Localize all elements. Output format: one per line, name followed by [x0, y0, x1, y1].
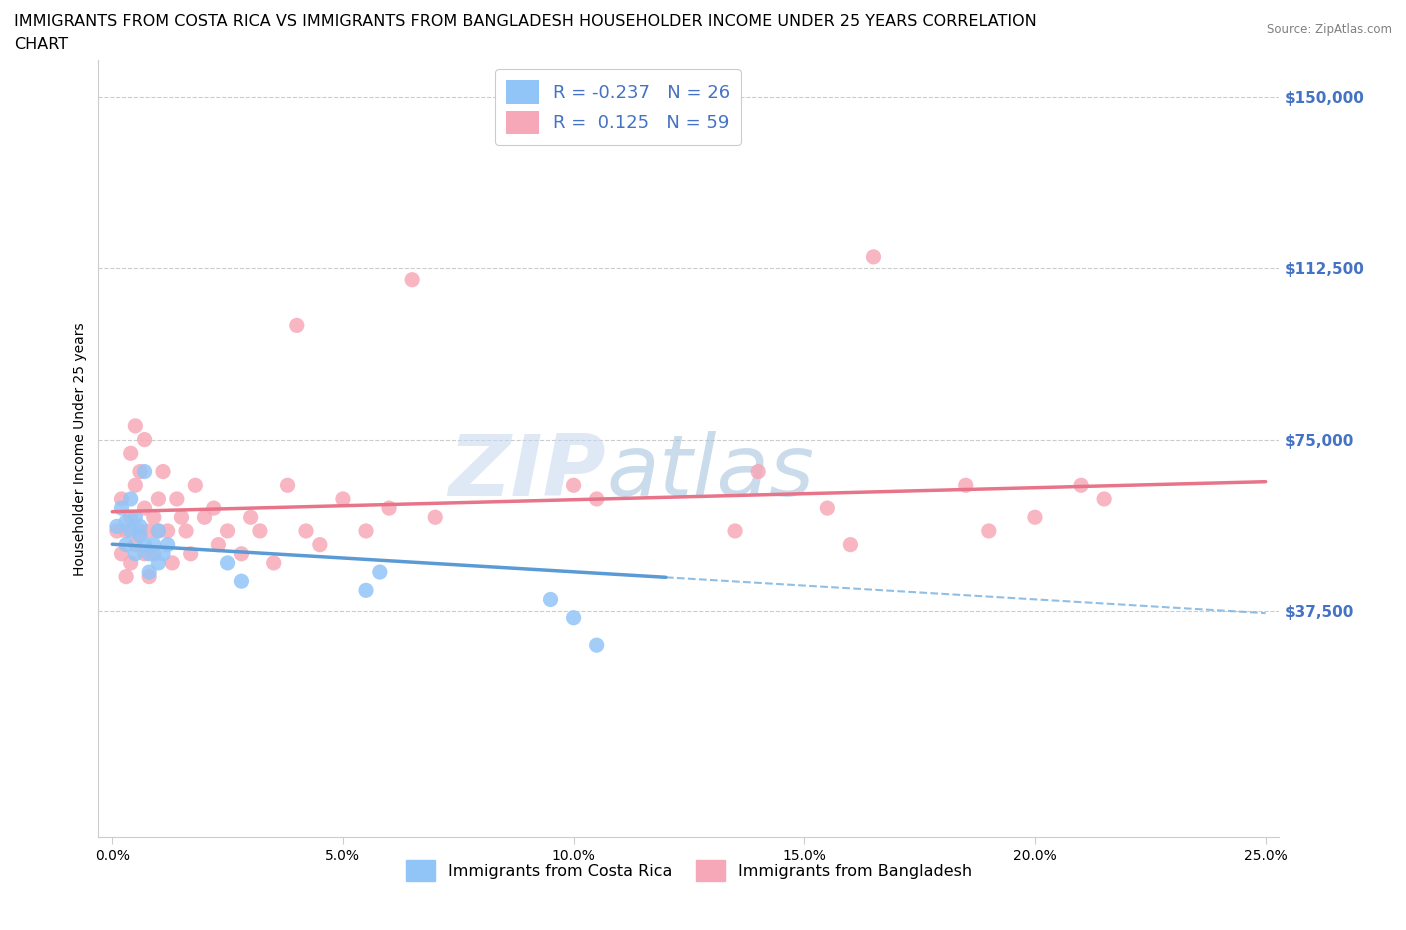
- Point: [134, 432, 156, 447]
- Point: [202, 500, 225, 515]
- Point: [174, 524, 197, 538]
- Point: [217, 555, 239, 570]
- Point: [207, 538, 229, 552]
- Point: [1070, 478, 1092, 493]
- Point: [148, 555, 170, 570]
- Point: [105, 519, 128, 534]
- Point: [152, 546, 174, 561]
- Y-axis label: Householder Income Under 25 years: Householder Income Under 25 years: [73, 322, 87, 576]
- Point: [142, 510, 165, 525]
- Point: [955, 478, 977, 493]
- Point: [309, 538, 332, 552]
- Point: [540, 592, 562, 607]
- Point: [129, 464, 152, 479]
- Point: [120, 510, 142, 525]
- Point: [129, 528, 152, 543]
- Point: [862, 249, 884, 264]
- Point: [166, 492, 188, 507]
- Point: [124, 418, 146, 433]
- Point: [585, 638, 607, 653]
- Point: [138, 546, 160, 561]
- Point: [152, 464, 174, 479]
- Point: [124, 546, 146, 561]
- Point: [354, 583, 377, 598]
- Point: [134, 546, 156, 561]
- Point: [231, 546, 253, 561]
- Point: [277, 478, 299, 493]
- Point: [110, 492, 132, 507]
- Point: [105, 524, 128, 538]
- Point: [184, 478, 207, 493]
- Point: [401, 272, 423, 287]
- Point: [148, 524, 170, 538]
- Point: [170, 510, 193, 525]
- Point: [124, 510, 146, 525]
- Point: [368, 565, 391, 579]
- Point: [115, 514, 138, 529]
- Point: [148, 524, 170, 538]
- Point: [138, 524, 160, 538]
- Point: [839, 538, 862, 552]
- Point: [134, 538, 156, 552]
- Point: [124, 478, 146, 493]
- Point: [977, 524, 1000, 538]
- Point: [231, 574, 253, 589]
- Point: [332, 492, 354, 507]
- Point: [120, 555, 142, 570]
- Text: CHART: CHART: [14, 37, 67, 52]
- Point: [562, 610, 585, 625]
- Point: [193, 510, 215, 525]
- Point: [115, 524, 138, 538]
- Point: [134, 464, 156, 479]
- Point: [162, 555, 184, 570]
- Point: [249, 524, 271, 538]
- Point: [129, 524, 152, 538]
- Point: [239, 510, 262, 525]
- Text: ZIP: ZIP: [449, 431, 606, 513]
- Point: [148, 492, 170, 507]
- Point: [138, 569, 160, 584]
- Point: [142, 538, 165, 552]
- Point: [120, 492, 142, 507]
- Point: [115, 538, 138, 552]
- Legend: Immigrants from Costa Rica, Immigrants from Bangladesh: Immigrants from Costa Rica, Immigrants f…: [399, 854, 979, 887]
- Point: [115, 569, 138, 584]
- Point: [263, 555, 285, 570]
- Point: [180, 546, 202, 561]
- Point: [110, 500, 132, 515]
- Point: [815, 500, 838, 515]
- Point: [1024, 510, 1046, 525]
- Point: [724, 524, 747, 538]
- Text: Source: ZipAtlas.com: Source: ZipAtlas.com: [1267, 23, 1392, 36]
- Point: [585, 492, 607, 507]
- Point: [142, 546, 165, 561]
- Point: [156, 524, 179, 538]
- Point: [378, 500, 401, 515]
- Point: [120, 524, 142, 538]
- Point: [138, 565, 160, 579]
- Point: [562, 478, 585, 493]
- Point: [295, 524, 318, 538]
- Point: [120, 445, 142, 460]
- Point: [1092, 492, 1115, 507]
- Point: [217, 524, 239, 538]
- Point: [124, 538, 146, 552]
- Point: [129, 519, 152, 534]
- Point: [134, 500, 156, 515]
- Point: [354, 524, 377, 538]
- Point: [285, 318, 308, 333]
- Text: IMMIGRANTS FROM COSTA RICA VS IMMIGRANTS FROM BANGLADESH HOUSEHOLDER INCOME UNDE: IMMIGRANTS FROM COSTA RICA VS IMMIGRANTS…: [14, 14, 1036, 29]
- Point: [747, 464, 769, 479]
- Point: [425, 510, 447, 525]
- Text: atlas: atlas: [606, 431, 814, 513]
- Point: [110, 546, 132, 561]
- Point: [156, 538, 179, 552]
